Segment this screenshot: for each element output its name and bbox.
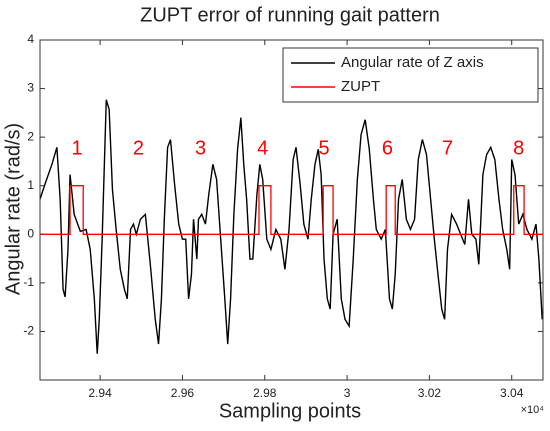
plot-frame <box>39 39 544 381</box>
legend-label: Angular rate of Z axis <box>341 54 484 71</box>
chart-title: ZUPT error of running gait pattern <box>140 4 440 26</box>
x-tick-label: 2.98 <box>253 386 277 400</box>
annotation: 7 <box>442 138 453 160</box>
annotation: 5 <box>318 138 329 160</box>
y-tick-label: 3 <box>27 81 34 95</box>
annotation: 1 <box>71 138 82 160</box>
y-tick-label: 4 <box>27 32 34 46</box>
y-tick-label: 0 <box>27 226 34 240</box>
x-tick-label: 3 <box>344 386 351 400</box>
annotation: 8 <box>513 138 524 160</box>
x-exponent: ×10⁴ <box>521 404 545 416</box>
x-tick-label: 3.02 <box>418 386 442 400</box>
x-tick-label: 3.04 <box>500 386 524 400</box>
y-axis-label: Angular rate (rad/s) <box>2 123 24 295</box>
x-axis-label: Sampling points <box>219 400 361 422</box>
x-tick-label: 2.96 <box>171 386 195 400</box>
data-line <box>39 99 543 354</box>
legend-box <box>282 47 539 103</box>
x-tick-label: 2.94 <box>88 386 112 400</box>
y-tick-label: 2 <box>27 129 34 143</box>
data-line <box>40 185 543 235</box>
annotation: 6 <box>382 138 393 160</box>
y-tick-label: -2 <box>23 324 34 338</box>
annotation: 2 <box>133 138 144 160</box>
legend-label: ZUPT <box>341 78 380 95</box>
annotation: 4 <box>257 138 268 160</box>
y-tick-label: 1 <box>27 178 34 192</box>
annotation: 3 <box>195 138 206 160</box>
y-tick-label: -1 <box>23 275 34 289</box>
